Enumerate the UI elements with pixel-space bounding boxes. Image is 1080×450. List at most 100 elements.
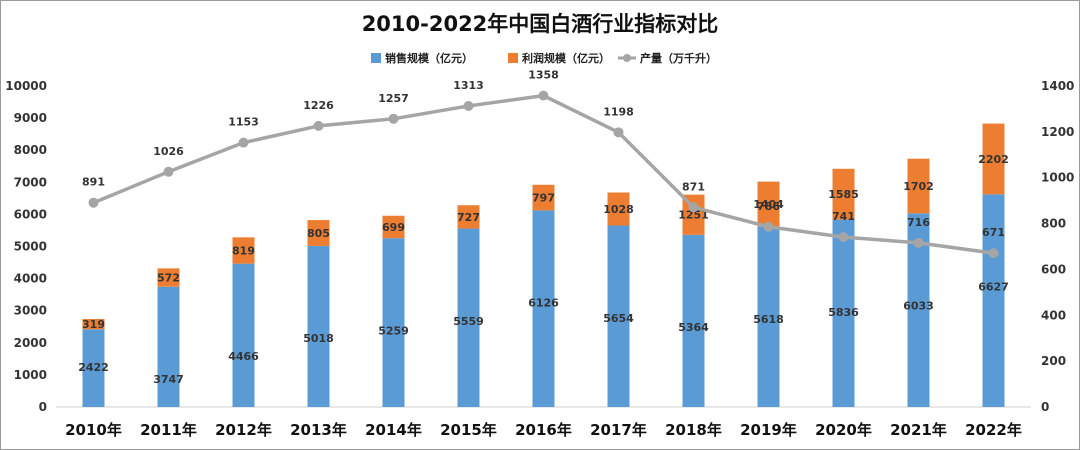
bar-sales — [907, 213, 930, 407]
production-labels: 891 1026 1153 1226 1257 1313 1358 1198 871 786 741… — [82, 69, 1005, 240]
bar-profit — [832, 168, 855, 220]
y2-tick-label: 1400 — [1041, 79, 1074, 93]
bar-sales-label: 4466 — [228, 350, 259, 363]
bar-profit — [757, 181, 780, 227]
bar-profit-label: 319 — [82, 318, 105, 331]
bar-sales-label: 6033 — [903, 300, 934, 313]
production-value-label: 1313 — [453, 79, 484, 92]
y2-tick-label: 1000 — [1041, 171, 1074, 185]
y-tick-label: 9000 — [14, 111, 47, 125]
legend-label-1: 销售规模（亿元） — [385, 51, 473, 65]
production-value-label: 741 — [832, 210, 855, 223]
y-tick-label: 3000 — [14, 304, 47, 318]
production-value-label: 1358 — [528, 69, 559, 82]
bar-profit-label: 1028 — [603, 203, 634, 216]
bar-sales-label: 6627 — [978, 281, 1009, 294]
y-axis-left: 0 1000 2000 3000 4000 5000 6000 7000 8000 9000 100… — [5, 79, 47, 414]
x-tick-label: 2014年 — [365, 421, 422, 439]
y-tick-label: 5000 — [14, 240, 47, 254]
bar-profit — [682, 194, 705, 235]
legend-swatch-2 — [508, 53, 518, 63]
bar-profit-label: 1404 — [753, 198, 784, 211]
y2-tick-label: 800 — [1041, 217, 1066, 231]
y-tick-label: 1000 — [14, 368, 47, 382]
x-tick-label: 2016年 — [515, 421, 572, 439]
x-tick-label: 2013年 — [290, 421, 347, 439]
y-tick-label: 8000 — [14, 143, 47, 157]
x-tick-label: 2021年 — [890, 421, 947, 439]
production-marker — [163, 166, 174, 177]
bar-profit-label: 699 — [382, 221, 405, 234]
y2-tick-label: 1200 — [1041, 125, 1074, 139]
bar-sales-label: 5836 — [828, 306, 859, 319]
production-marker — [88, 197, 99, 208]
bar-profit — [82, 319, 105, 330]
x-tick-label: 2015年 — [440, 421, 497, 439]
bar-profit-label: 2202 — [978, 153, 1009, 166]
bar-labels: 2422 319 3747 572 4466 819 5018 805 5259 699 5559 7… — [78, 153, 1009, 386]
bar-profit — [907, 158, 930, 214]
bar-profit-label: 819 — [232, 244, 255, 257]
bar-sales — [457, 228, 480, 407]
bar-profit-label: 805 — [307, 227, 330, 240]
y-tick-label: 2000 — [14, 336, 47, 350]
bar-sales — [832, 219, 855, 407]
production-marker — [538, 90, 549, 101]
production-marker — [238, 137, 249, 148]
bar-profit — [232, 237, 255, 264]
bar-sales-label: 5618 — [753, 313, 784, 326]
production-marker — [463, 100, 474, 111]
bar-sales-label: 6126 — [528, 297, 559, 310]
production-value-label: 871 — [682, 180, 705, 193]
bar-profit — [382, 215, 405, 239]
legend-label-2: 利润规模（亿元） — [522, 51, 610, 65]
production-value-label: 1153 — [228, 116, 259, 129]
bar-profit — [307, 220, 330, 246]
bar-sales-label: 5018 — [303, 332, 334, 345]
bar-sales — [382, 238, 405, 407]
y-tick-label: 6000 — [14, 207, 47, 221]
x-tick-label: 2011年 — [140, 421, 197, 439]
production-marker — [688, 202, 699, 213]
production-marker — [913, 237, 924, 248]
bar-sales-label: 3747 — [153, 373, 184, 386]
y-tick-label: 4000 — [14, 272, 47, 286]
x-tick-label: 2012年 — [215, 421, 272, 439]
y2-tick-label: 600 — [1041, 262, 1066, 276]
bar-sales — [82, 329, 105, 407]
bar-profit — [607, 192, 630, 226]
bar-profit-label: 1585 — [828, 188, 859, 201]
production-value-label: 1026 — [153, 145, 184, 158]
y2-tick-label: 200 — [1041, 354, 1066, 368]
production-value-label: 716 — [907, 216, 930, 229]
production-value-label: 786 — [757, 200, 780, 213]
y-tick-label: 0 — [39, 400, 47, 414]
legend-swatch-marker — [623, 54, 631, 62]
legend: 销售规模（亿元） 利润规模（亿元） 产量（万千升） — [371, 51, 717, 65]
production-marker — [613, 127, 624, 138]
production-value-label: 1226 — [303, 99, 334, 112]
bar-profit — [157, 268, 180, 287]
production-value-label: 1257 — [378, 92, 409, 105]
production-line — [88, 90, 999, 259]
bar-sales-label: 2422 — [78, 361, 109, 374]
x-axis: 2010年 2011年 2012年 2013年 2014年 2015年 2016年 2017年… — [65, 421, 1022, 439]
y-tick-label: 10000 — [5, 79, 47, 93]
bar-sales — [157, 286, 180, 407]
bar-profit-label: 1251 — [678, 209, 709, 222]
x-tick-label: 2019年 — [740, 421, 797, 439]
y-tick-label: 7000 — [14, 175, 47, 189]
y2-tick-label: 0 — [1041, 400, 1049, 414]
bar-profit-label: 1702 — [903, 180, 934, 193]
x-tick-label: 2020年 — [815, 421, 872, 439]
bar-sales-label: 5654 — [603, 312, 634, 325]
production-marker — [988, 248, 999, 259]
bar-sales — [982, 194, 1005, 407]
bar-profit-label: 797 — [532, 192, 555, 205]
y2-tick-label: 400 — [1041, 308, 1066, 322]
bar-sales-label: 5259 — [378, 324, 409, 337]
legend-label-3: 产量（万千升） — [640, 51, 717, 65]
y-axis-right: 0 200 400 600 800 1000 1200 1400 — [1041, 79, 1074, 414]
bar-sales — [607, 225, 630, 407]
